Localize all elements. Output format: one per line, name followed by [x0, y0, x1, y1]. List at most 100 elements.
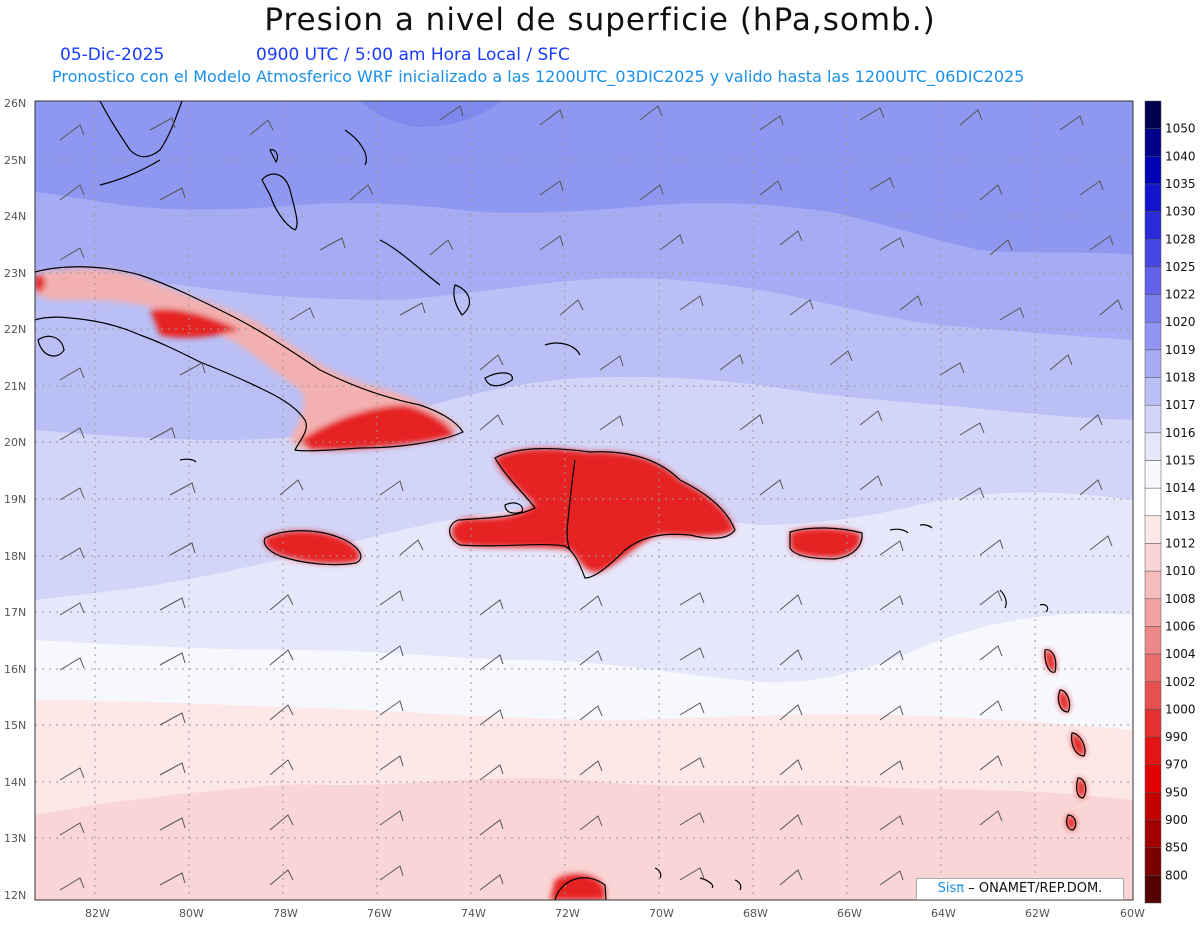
lat-label: 26N — [4, 97, 26, 110]
colorbar-swatch — [1144, 128, 1162, 157]
colorbar-swatch — [1144, 321, 1162, 351]
land-lows — [35, 268, 1086, 900]
jamaica-coast — [263, 530, 362, 566]
cayman — [179, 458, 197, 463]
pr-coast — [789, 527, 863, 560]
lon-label: 78W — [273, 907, 298, 920]
colorbar-swatch — [1144, 626, 1162, 655]
lon-label: 76W — [367, 907, 392, 920]
colorbar-swatch — [1144, 487, 1162, 517]
colorbar-swatch — [1144, 211, 1162, 240]
wind-barbs — [59, 105, 1123, 891]
lat-label: 23N — [4, 267, 26, 280]
colorbar-label: 1012 — [1165, 536, 1196, 550]
colorbar-swatch — [1144, 266, 1162, 295]
colorbar-swatch — [1144, 653, 1162, 683]
colorbar-label: 1014 — [1165, 481, 1196, 495]
colorbar-label: 1019 — [1165, 343, 1196, 357]
colorbar-swatch — [1144, 764, 1162, 793]
colorbar-label: 1010 — [1165, 564, 1196, 578]
colorbar-label: 1004 — [1165, 647, 1196, 661]
sispi-logo-text: Sisπ — [937, 881, 965, 896]
colorbar-swatch — [1144, 183, 1162, 212]
lat-label: 12N — [4, 889, 26, 902]
colorbar-label: 1020 — [1165, 315, 1196, 329]
colorbar-label: 1025 — [1165, 260, 1196, 274]
lon-label: 82W — [85, 907, 110, 920]
colorbar-label: 1030 — [1165, 205, 1196, 219]
colorbar-swatch — [1144, 792, 1162, 821]
colorbar-label: 1050 — [1165, 122, 1196, 136]
colorbar-label: 1015 — [1165, 454, 1196, 468]
bahamas-3 — [344, 129, 367, 166]
map-title: Presion a nivel de superficie (hPa,somb.… — [264, 2, 936, 38]
colorbar-swatch — [1144, 736, 1162, 765]
jamaica-red — [264, 530, 361, 564]
lat-label: 20N — [4, 436, 26, 449]
lat-label: 19N — [4, 493, 26, 506]
hispaniola-coast — [449, 448, 736, 579]
bahamas-4 — [379, 239, 441, 286]
isla-juventud — [37, 335, 65, 357]
colorbar-swatch — [1144, 100, 1162, 129]
haiti-dr-border — [566, 459, 576, 551]
colorbar-swatch — [1144, 681, 1162, 710]
aruba-curacao — [654, 867, 742, 891]
lat-label: 14N — [4, 776, 26, 789]
inagua — [484, 372, 513, 387]
lat-label: 24N — [4, 210, 26, 223]
gonave — [504, 502, 524, 514]
lon-label: 60W — [1120, 907, 1145, 920]
colorbar-label: 1017 — [1165, 398, 1196, 412]
hispaniola-red — [451, 448, 735, 573]
cuba-low — [35, 268, 462, 451]
colorbar-swatch — [1144, 349, 1162, 378]
turks-caicos — [544, 342, 581, 356]
lon-label: 70W — [649, 907, 674, 920]
lat-labels: 26N 25N 24N 23N 22N 21N 20N 19N 18N 17N … — [4, 97, 26, 902]
cuba-coast — [35, 266, 464, 452]
pressure-field — [35, 101, 1133, 900]
lat-label: 25N — [4, 154, 26, 167]
colorbar-swatch — [1144, 432, 1162, 461]
colorbar-swatch — [1144, 404, 1162, 434]
lat-label: 22N — [4, 323, 26, 336]
band-1020 — [360, 101, 500, 127]
colorbar-label: 950 — [1165, 785, 1188, 799]
colorbar-label: 1028 — [1165, 232, 1196, 246]
colorbar-label: 900 — [1165, 813, 1188, 827]
forecast-time: 0900 UTC / 5:00 am Hora Local / SFC — [256, 45, 570, 65]
lat-label: 17N — [4, 606, 26, 619]
colorbar-label: 1013 — [1165, 509, 1196, 523]
lat-label: 21N — [4, 380, 26, 393]
colorbar-label: 1000 — [1165, 702, 1196, 716]
lon-label: 74W — [461, 907, 486, 920]
colorbar-label: 1002 — [1165, 675, 1196, 689]
band-1019 — [35, 101, 1133, 255]
colorbar-swatch — [1144, 543, 1162, 572]
colorbar-legend: 1050 1040 1035 1030 1028 1025 1022 1020 1019 1018… — [1144, 100, 1196, 904]
credit-box: Sisπ – ONAMET/REP.DOM. — [916, 878, 1124, 900]
colorbar-swatch — [1144, 709, 1162, 738]
colorbar-swatch — [1144, 875, 1162, 904]
colorbar-swatch — [1144, 294, 1162, 323]
colorbar-swatch — [1144, 239, 1162, 268]
bahamas-1 — [261, 173, 298, 231]
graticule — [35, 101, 1133, 900]
model-info: Pronostico con el Modelo Atmosferico WRF… — [52, 67, 1025, 86]
pr-red — [790, 527, 861, 558]
lon-label: 68W — [743, 907, 768, 920]
lon-label: 72W — [555, 907, 580, 920]
lat-label: 15N — [4, 719, 26, 732]
credit-text: – ONAMET/REP.DOM. — [968, 881, 1103, 896]
cuba-red — [150, 308, 240, 338]
coastlines — [35, 101, 1087, 900]
florida-keys — [99, 159, 161, 186]
lat-label: 13N — [4, 832, 26, 845]
lon-label: 80W — [179, 907, 204, 920]
colorbar-label: 1006 — [1165, 619, 1196, 633]
colorbar-swatch — [1144, 377, 1162, 406]
colorbar-swatch — [1144, 819, 1162, 848]
bahamas-2 — [269, 149, 279, 164]
